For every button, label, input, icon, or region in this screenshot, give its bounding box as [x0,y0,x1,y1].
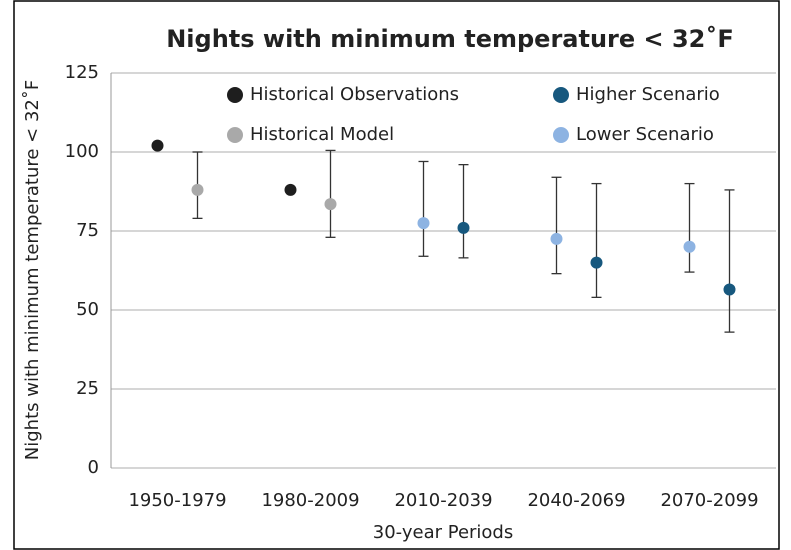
legend-label: Lower Scenario [576,124,714,145]
point [550,232,563,245]
y-tick-label: 75 [76,220,99,241]
legend-label: Historical Observations [250,84,459,105]
legend-label: Historical Model [250,124,394,145]
point [723,283,736,296]
legend-marker [227,87,243,103]
x-tick-label: 2040-2069 [527,490,625,511]
y-axis-label: Nights with minimum temperature < 32˚F [22,80,43,460]
legend-marker [553,87,569,103]
point [683,240,696,253]
x-tick-label: 2010-2039 [394,490,492,511]
legend-marker [227,127,243,143]
x-tick-label: 2070-2099 [660,490,758,511]
error-bar [458,163,469,259]
point [284,183,297,196]
y-tick-label: 100 [65,141,99,162]
error-bar [684,182,695,273]
y-tick-label: 125 [65,62,99,83]
frame [13,0,780,550]
y-tick-label: 0 [88,457,99,478]
point [324,198,337,211]
error-bar [724,189,735,333]
x-axis-label: 30-year Periods [373,522,513,543]
legend-label: Higher Scenario [576,84,720,105]
error-bar [591,182,602,299]
error-bar [551,176,562,275]
x-tick-label: 1950-1979 [128,490,226,511]
y-tick-label: 50 [76,299,99,320]
x-tick-label: 1980-2009 [261,490,359,511]
chart-title: Nights with minimum temperature < 32˚F [166,25,734,53]
error-bar [325,149,336,238]
point [151,139,164,152]
point [590,256,603,269]
point [457,221,470,234]
point [417,217,430,230]
point [191,183,204,196]
legend-marker [553,127,569,143]
error-bar [418,160,429,257]
y-tick-label: 25 [76,378,99,399]
